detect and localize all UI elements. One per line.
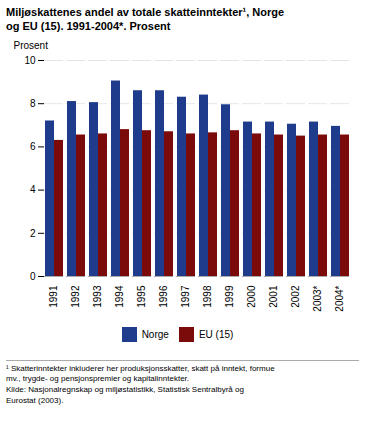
svg-text:2001: 2001 <box>268 285 279 308</box>
svg-text:0: 0 <box>30 270 36 281</box>
html-text:¹ Skatterinntekter inkluderer: ¹ Skatterinntekter inkluderer her produk… <box>6 363 275 405</box>
svg-text:1993: 1993 <box>92 285 103 308</box>
svg-text:10: 10 <box>24 54 36 65</box>
svg-text:6: 6 <box>30 141 36 152</box>
svg-text:Prosent: Prosent <box>14 39 49 50</box>
svg-text:2000: 2000 <box>246 285 257 308</box>
html-text:Miljøskattenes andel av totale: Miljøskattenes andel av totale skatteinn… <box>6 6 285 33</box>
html-text:Norge: Norge <box>141 328 169 340</box>
svg-text:2003*: 2003* <box>312 285 323 311</box>
svg-text:1994: 1994 <box>114 285 125 308</box>
svg-text:1996: 1996 <box>158 285 169 308</box>
svg-text:1995: 1995 <box>136 285 147 308</box>
svg-text:1992: 1992 <box>70 285 81 308</box>
svg-text:1997: 1997 <box>180 285 191 308</box>
svg-text:4: 4 <box>30 184 36 195</box>
svg-text:2: 2 <box>30 227 36 238</box>
svg-text:1998: 1998 <box>202 285 213 308</box>
svg-text:2004*: 2004* <box>334 285 345 311</box>
svg-text:2002: 2002 <box>290 285 301 308</box>
html-text:EU (15): EU (15) <box>198 328 234 340</box>
svg-text:1999: 1999 <box>224 285 235 308</box>
svg-text:1991: 1991 <box>48 285 59 308</box>
svg-text:8: 8 <box>30 97 36 108</box>
